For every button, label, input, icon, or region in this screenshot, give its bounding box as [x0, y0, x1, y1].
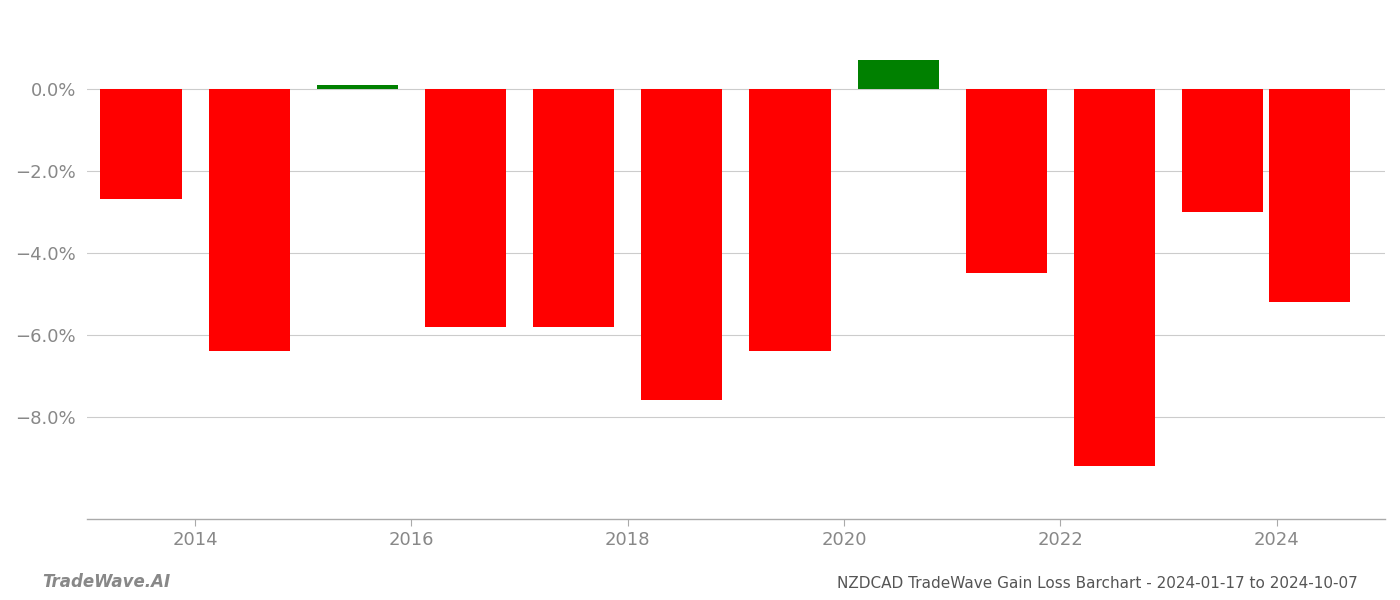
Bar	[1268, 89, 1350, 302]
Bar	[1074, 89, 1155, 466]
Text: NZDCAD TradeWave Gain Loss Barchart - 2024-01-17 to 2024-10-07: NZDCAD TradeWave Gain Loss Barchart - 20…	[837, 576, 1358, 591]
Bar	[1182, 89, 1263, 212]
Bar	[101, 89, 182, 199]
Bar	[533, 89, 615, 326]
Bar	[641, 89, 722, 400]
Bar	[426, 89, 505, 326]
Bar	[858, 60, 939, 89]
Bar	[316, 85, 398, 89]
Text: TradeWave.AI: TradeWave.AI	[42, 573, 171, 591]
Bar	[749, 89, 830, 351]
Bar	[209, 89, 290, 351]
Bar	[966, 89, 1047, 273]
